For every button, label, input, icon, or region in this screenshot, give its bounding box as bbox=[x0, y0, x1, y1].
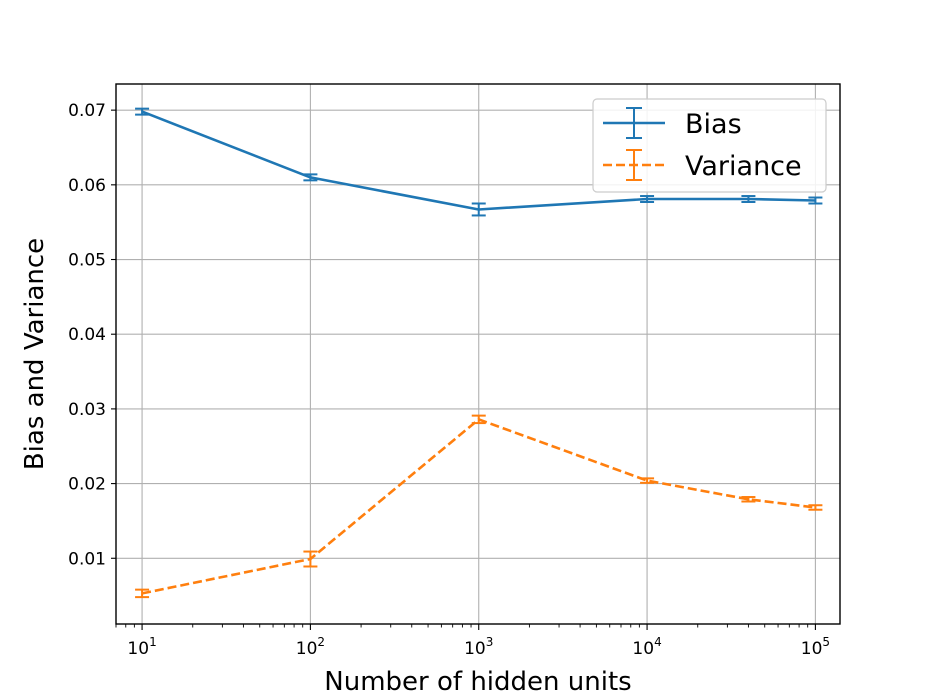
error-bar bbox=[640, 195, 655, 204]
y-axis-label: Bias and Variance bbox=[20, 238, 50, 470]
legend-label-bias: Bias bbox=[685, 109, 742, 140]
error-bar bbox=[303, 173, 318, 182]
x-tick-label-exponent: 2 bbox=[317, 635, 325, 649]
error-bar bbox=[135, 107, 150, 116]
error-bar bbox=[808, 504, 823, 511]
x-axis-label: Number of hidden units bbox=[324, 667, 631, 697]
x-tick-label-exponent: 1 bbox=[149, 635, 157, 649]
plot-area-frame bbox=[115, 83, 841, 625]
y-tick-label: 0.05 bbox=[68, 251, 106, 271]
y-tick-label: 0.07 bbox=[68, 101, 106, 121]
legend: Bias Variance bbox=[592, 98, 827, 193]
series-line-variance bbox=[141, 418, 816, 595]
error-bar bbox=[471, 414, 486, 425]
error-bar bbox=[808, 196, 823, 205]
x-tick-label-exponent: 3 bbox=[486, 635, 494, 649]
x-tick-label: 104 bbox=[632, 635, 661, 659]
x-tick-label: 101 bbox=[127, 635, 156, 659]
x-tick-label: 102 bbox=[296, 635, 325, 659]
x-tick-label: 105 bbox=[801, 635, 830, 659]
x-tick-label-base: 10 bbox=[296, 639, 318, 659]
y-tick-label: 0.04 bbox=[68, 325, 106, 345]
x-tick-label: 103 bbox=[464, 635, 493, 659]
legend-label-variance: Variance bbox=[685, 151, 802, 182]
error-bar bbox=[303, 550, 318, 568]
x-tick-label-base: 10 bbox=[127, 639, 149, 659]
x-tick-label-base: 10 bbox=[632, 639, 654, 659]
error-bar bbox=[640, 477, 655, 484]
y-tick-label: 0.01 bbox=[68, 549, 106, 569]
x-tick-label-base: 10 bbox=[801, 639, 823, 659]
x-tick-label-base: 10 bbox=[464, 639, 486, 659]
y-tick-label: 0.02 bbox=[68, 475, 106, 495]
x-tick-label-exponent: 4 bbox=[654, 635, 662, 649]
error-bar bbox=[135, 588, 150, 599]
error-bar bbox=[741, 496, 756, 503]
series-line-bias bbox=[141, 110, 816, 211]
x-tick-label-exponent: 5 bbox=[822, 635, 830, 649]
y-tick-label: 0.06 bbox=[68, 176, 106, 196]
error-bar bbox=[471, 202, 486, 217]
error-bar bbox=[741, 195, 756, 204]
series-layer bbox=[135, 107, 823, 599]
y-tick-label: 0.03 bbox=[68, 400, 106, 420]
